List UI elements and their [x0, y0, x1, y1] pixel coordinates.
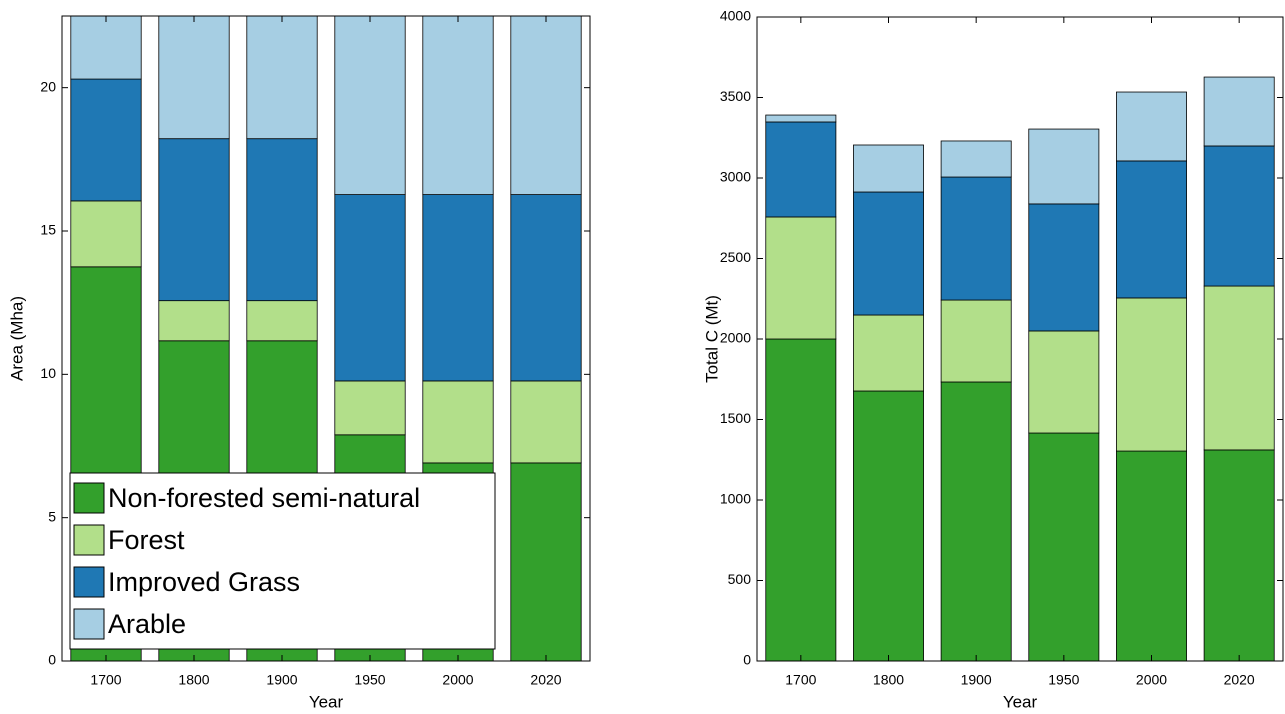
legend-label: Non-forested semi-natural [108, 483, 420, 513]
bar-segment [422, 16, 494, 195]
x-tick-label: 1950 [1048, 672, 1079, 688]
legend-swatch [73, 566, 105, 598]
x-axis-label: Year [309, 692, 344, 711]
bar-segment [853, 191, 924, 316]
y-tick-label: 4000 [720, 8, 751, 24]
bar-segment [853, 144, 924, 193]
bar-segment [1028, 330, 1100, 434]
bars [765, 76, 1275, 661]
bar-segment [1028, 432, 1100, 661]
x-tick-label: 1800 [178, 672, 209, 688]
bar-segment [70, 16, 142, 80]
y-tick-label: 500 [728, 571, 752, 587]
y-tick-label: 2000 [720, 330, 751, 346]
bar-segment [334, 194, 406, 382]
bar-segment [334, 16, 406, 195]
bar-segment [940, 299, 1012, 383]
y-tick-label: 15 [40, 222, 56, 238]
y-tick-label: 1000 [720, 491, 751, 507]
bar-segment [510, 462, 582, 661]
chart: 0 500 1000 1500 2000 2500 3000 3500 4000 1700 1800… [702, 8, 1284, 711]
bar-segment [1116, 91, 1187, 162]
legend-swatch [73, 482, 105, 514]
y-tick-label: 10 [40, 365, 56, 381]
axes-box [61, 15, 591, 662]
y-axis-label: Area (Mha) [7, 296, 26, 381]
bar-segment [158, 16, 230, 140]
y-axis-label: Total C (Mt) [702, 295, 721, 383]
bar-segment [70, 200, 142, 268]
bar-segment [765, 121, 837, 218]
x-tick-label: 1900 [961, 672, 992, 688]
bar-segment [334, 380, 406, 436]
x-tick-label: 1700 [785, 672, 816, 688]
bar-segment [246, 16, 318, 140]
bar-segment [1203, 449, 1275, 661]
bar-segment [853, 314, 924, 392]
y-tick-label: 3500 [720, 88, 751, 104]
chart: 0 5 10 15 20 1700 1800 1900 1950 2000 2020 Year Area… [7, 15, 591, 711]
bar-segment [1203, 145, 1275, 287]
legend-swatch [73, 524, 105, 556]
bar-segment [1028, 128, 1100, 205]
legend-box [69, 472, 496, 650]
legend-label: Improved Grass [108, 567, 300, 597]
x-tick-label: 1700 [90, 672, 121, 688]
bar-segment [765, 216, 837, 340]
bar-segment [246, 138, 318, 302]
legend-label: Forest [108, 525, 185, 555]
bar-segment [70, 78, 142, 202]
bar-segment [422, 380, 494, 464]
bar-segment [940, 176, 1012, 301]
bar-segment [510, 16, 582, 195]
legend-swatch [73, 608, 105, 640]
legend-label: Arable [108, 609, 186, 639]
bar-segment [422, 194, 494, 382]
bar-segment [1203, 76, 1275, 147]
bar-segment [1116, 160, 1187, 299]
x-tick-label: 2000 [442, 672, 473, 688]
bar-segment [246, 300, 318, 342]
bar-segment [853, 390, 924, 661]
bar-segment [940, 381, 1012, 661]
y-tick-label: 0 [48, 652, 56, 668]
bar-segment [765, 114, 837, 123]
bar-segment [158, 138, 230, 302]
bar-segment [1116, 297, 1187, 452]
x-tick-label: 2000 [1136, 672, 1167, 688]
bar-segment [158, 300, 230, 342]
bar-segment [510, 194, 582, 382]
bar-segment [1028, 203, 1100, 332]
y-tick-label: 5 [48, 508, 56, 524]
bar-segment [765, 338, 837, 661]
y-tick-label: 2500 [720, 249, 751, 265]
x-tick-label: 1950 [354, 672, 385, 688]
y-tick-label: 20 [40, 78, 56, 94]
bar-segment [1203, 285, 1275, 451]
bar-segment [510, 380, 582, 464]
x-tick-label: 2020 [1224, 672, 1255, 688]
x-tick-label: 1800 [873, 672, 904, 688]
bar-segment [1116, 450, 1187, 661]
legend: Non-forested semi-natural Forest Improved … [69, 472, 496, 650]
y-tick-label: 0 [743, 652, 751, 668]
x-tick-label: 2020 [530, 672, 561, 688]
y-tick-label: 3000 [720, 169, 751, 185]
y-tick-label: 1500 [720, 410, 751, 426]
x-tick-label: 1900 [266, 672, 297, 688]
x-axis-label: Year [1003, 692, 1038, 711]
bar-segment [940, 140, 1012, 178]
